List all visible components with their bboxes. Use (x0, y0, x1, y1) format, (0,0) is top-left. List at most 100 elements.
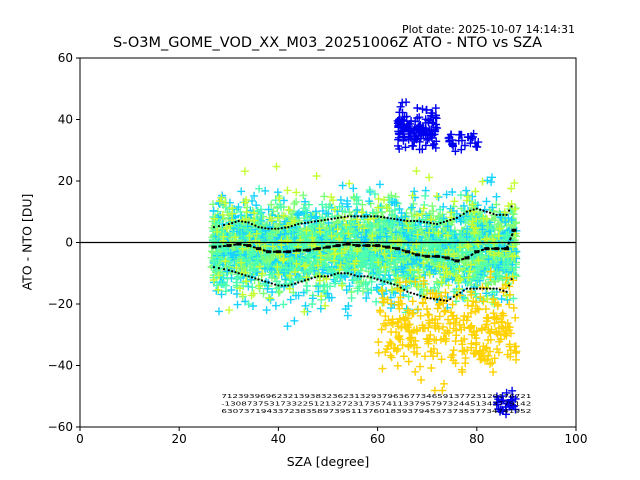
band-dot (326, 218, 330, 221)
band-dot (449, 218, 452, 222)
series-lower (212, 266, 513, 303)
point-cloud-yellow-4 (374, 267, 521, 395)
band-dot (264, 227, 267, 230)
band-dot (495, 213, 498, 216)
band-dot (333, 217, 336, 220)
band-dot (267, 281, 270, 284)
band-dot (502, 213, 505, 216)
band-dot (406, 290, 409, 293)
band-dot (212, 226, 216, 229)
band-dot (234, 271, 237, 274)
band-dot (343, 215, 346, 218)
band-dot (280, 284, 283, 287)
band-dot (369, 215, 373, 218)
band-dot (502, 289, 505, 292)
band-dot (336, 216, 340, 219)
band-dot (297, 281, 300, 284)
band-dot (343, 272, 346, 275)
band-dot (379, 279, 383, 282)
band-dot (413, 292, 416, 295)
annotation-row-1: -130873753173322512132723173574113379579… (221, 401, 531, 407)
band-dot (293, 282, 297, 285)
median-segment (347, 243, 358, 247)
median-segment (238, 243, 249, 247)
chart-title: S-O3M_GOME_VOD_XX_M03_20251006Z ATO - NT… (112, 35, 543, 51)
band-dot (455, 216, 459, 219)
band-dot (356, 215, 359, 218)
band-dot (227, 222, 230, 226)
band-dot (267, 227, 270, 230)
band-dot (316, 219, 320, 223)
y-tick-label: 40 (58, 113, 73, 127)
band-dot (498, 288, 502, 291)
band-dot (472, 208, 475, 211)
band-dot (505, 290, 508, 293)
band-dot (231, 221, 234, 225)
band-dot (488, 287, 492, 290)
band-dot (356, 275, 359, 278)
band-dot (250, 276, 254, 279)
band-dot (240, 220, 244, 223)
band-dot (507, 284, 511, 287)
band-dot (340, 272, 343, 275)
band-dot (250, 222, 254, 226)
band-dot (507, 209, 511, 212)
band-dot (436, 222, 439, 226)
band-dot (270, 227, 273, 230)
band-dot (510, 278, 513, 281)
band-dot (222, 268, 226, 271)
median-segment (456, 256, 468, 262)
band-dot (290, 224, 293, 228)
band-dot (330, 217, 333, 221)
band-dot (217, 267, 221, 270)
band-dot (330, 274, 333, 277)
x-tick-label: 40 (271, 432, 286, 446)
y-axis-label: ATO - NTO [DU] (19, 193, 35, 291)
band-dot (469, 287, 472, 290)
band-dot (316, 275, 320, 278)
median-segment (377, 244, 388, 249)
band-dot (350, 215, 353, 218)
band-dot (247, 221, 250, 224)
point-cloud-blue-5 (393, 98, 442, 154)
band-dot (409, 219, 412, 223)
band-dot (353, 274, 356, 277)
band-dot (217, 224, 221, 228)
band-dot (465, 210, 468, 213)
band-dot (439, 221, 442, 225)
band-dot (277, 284, 280, 287)
band-dot (227, 269, 230, 272)
band-dot (469, 209, 472, 212)
band-dot (495, 287, 498, 290)
band-dot (237, 219, 240, 223)
band-dot (310, 277, 313, 280)
band-dot (393, 283, 396, 286)
band-dot (320, 275, 323, 278)
band-dot (287, 226, 290, 229)
band-dot (287, 284, 290, 287)
band-dot (383, 280, 386, 283)
band-dot (244, 274, 247, 277)
band-dot (254, 277, 257, 280)
band-dot (492, 287, 495, 290)
band-dot (300, 280, 303, 283)
band-dot (389, 282, 392, 285)
band-dot (462, 212, 465, 215)
band-dot (373, 277, 376, 280)
band-dot (439, 298, 442, 302)
band-dot (303, 221, 307, 225)
median-segment (317, 246, 329, 250)
band-dot (482, 209, 485, 212)
median-segment (417, 253, 428, 258)
band-dot (376, 215, 379, 218)
band-dot (264, 280, 267, 283)
band-dot (340, 216, 343, 219)
y-tick-label: 0 (65, 236, 73, 250)
band-dot (498, 213, 502, 216)
band-dot (488, 211, 492, 214)
band-dot (363, 215, 366, 218)
band-dot (270, 282, 273, 285)
band-dot (432, 222, 436, 225)
band-dot (399, 286, 402, 289)
band-dot (465, 287, 468, 290)
